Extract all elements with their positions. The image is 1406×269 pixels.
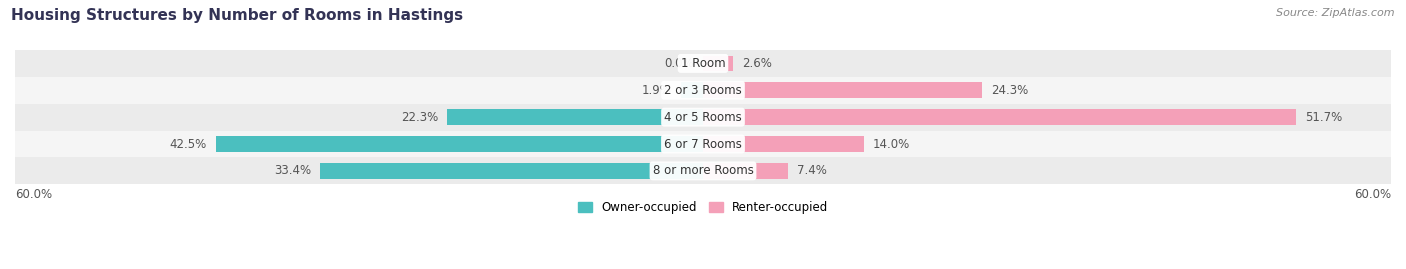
Bar [703, 83, 981, 98]
Text: 22.3%: 22.3% [401, 111, 439, 124]
Bar [15, 77, 1391, 104]
Bar [447, 109, 703, 125]
Bar [15, 130, 1391, 157]
Text: 4 or 5 Rooms: 4 or 5 Rooms [664, 111, 742, 124]
Text: 0.0%: 0.0% [664, 57, 693, 70]
Bar [15, 157, 1391, 184]
Text: 33.4%: 33.4% [274, 164, 311, 177]
Bar [215, 136, 703, 152]
Text: 1.9%: 1.9% [643, 84, 672, 97]
Legend: Owner-occupied, Renter-occupied: Owner-occupied, Renter-occupied [572, 196, 834, 219]
Bar [682, 83, 703, 98]
Text: 8 or more Rooms: 8 or more Rooms [652, 164, 754, 177]
Text: 2.6%: 2.6% [742, 57, 772, 70]
Bar [321, 163, 703, 179]
Text: Housing Structures by Number of Rooms in Hastings: Housing Structures by Number of Rooms in… [11, 8, 464, 23]
Text: 42.5%: 42.5% [169, 137, 207, 151]
Bar [703, 56, 733, 71]
Bar [703, 163, 787, 179]
Text: 24.3%: 24.3% [991, 84, 1028, 97]
Text: 60.0%: 60.0% [15, 187, 52, 200]
Text: 60.0%: 60.0% [1354, 187, 1391, 200]
Text: 14.0%: 14.0% [873, 137, 910, 151]
Text: 1 Room: 1 Room [681, 57, 725, 70]
Text: 7.4%: 7.4% [797, 164, 827, 177]
Text: 2 or 3 Rooms: 2 or 3 Rooms [664, 84, 742, 97]
Bar [15, 50, 1391, 77]
Text: Source: ZipAtlas.com: Source: ZipAtlas.com [1277, 8, 1395, 18]
Bar [15, 104, 1391, 130]
Bar [703, 109, 1296, 125]
Text: 6 or 7 Rooms: 6 or 7 Rooms [664, 137, 742, 151]
Text: 51.7%: 51.7% [1305, 111, 1343, 124]
Bar [703, 136, 863, 152]
